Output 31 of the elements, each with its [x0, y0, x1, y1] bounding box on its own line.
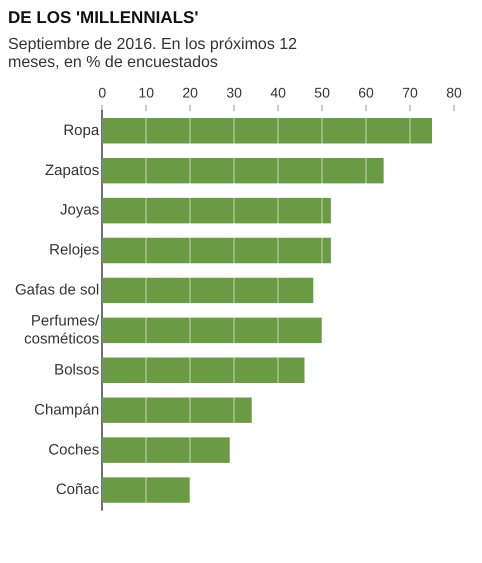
bar [102, 477, 190, 503]
x-tick-label: 10 [138, 84, 154, 100]
bar [102, 198, 331, 224]
y-tick-label: Coches [48, 441, 100, 458]
x-tick-label: 80 [446, 84, 462, 100]
y-tick-label: Champán [34, 401, 100, 418]
y-tick-label: Joyas [60, 202, 100, 219]
bar [102, 118, 432, 144]
y-tick-label: Perfumes/ cosméticos [24, 312, 100, 348]
x-tick-label: 40 [270, 84, 286, 100]
y-tick-label: Bolsos [54, 361, 100, 378]
chart-subtitle: Septiembre de 2016. En los próximos 12 meses, en % de encuestados [8, 36, 298, 72]
x-tick-label: 60 [358, 84, 374, 100]
y-tick-label: Relojes [49, 242, 100, 259]
x-tick-label: 0 [98, 84, 106, 100]
y-tick-label: Ropa [63, 122, 100, 139]
x-tick-label: 30 [226, 84, 242, 100]
bar [102, 318, 322, 344]
x-tick-label: 20 [182, 84, 198, 100]
bar [102, 238, 331, 264]
x-tick-label: 70 [402, 84, 418, 100]
bar [102, 158, 384, 184]
chart-title: DE LOS 'MILLENNIALS' [8, 8, 200, 28]
y-tick-label: Gafas de sol [14, 282, 100, 299]
bar [102, 397, 252, 423]
x-tick-label: 50 [314, 84, 330, 100]
y-tick-label: Zapatos [45, 162, 100, 179]
y-tick-label: Coñac [56, 481, 100, 498]
bar [102, 437, 230, 463]
bar [102, 278, 314, 304]
bar [102, 358, 304, 384]
